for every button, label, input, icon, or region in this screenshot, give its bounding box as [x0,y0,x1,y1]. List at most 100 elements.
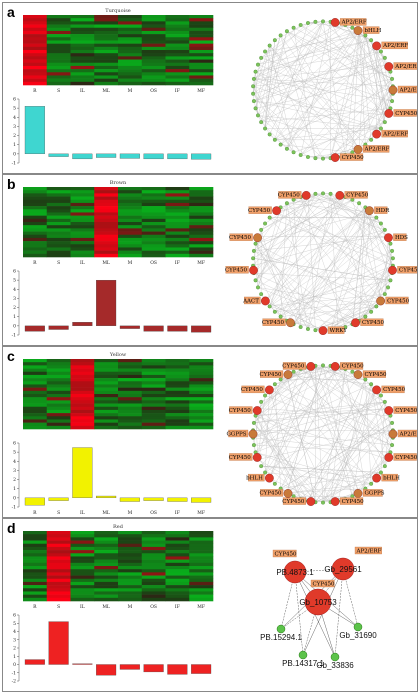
heatmap-cell [189,534,214,538]
heatmap-cell [70,199,95,204]
heatmap-cell [118,374,143,379]
network-edge [253,71,391,87]
network-edge [253,437,391,453]
gene-node [321,500,325,505]
heatmap-cell [141,190,166,194]
node-tag-bg [374,206,388,214]
y-tick-label: -1 [12,161,17,167]
heatmap-cell [165,403,190,408]
y-tick-label: 5 [13,106,16,112]
hub-gene-label: Gb_31690 [339,631,377,640]
bar-ML [96,495,117,499]
gene-node [321,156,325,161]
hub-node [306,362,316,371]
hub-node [353,145,363,154]
network-edge [315,193,382,224]
network-edge [253,375,360,438]
heatmap-cell [141,43,166,48]
heatmap-cell [141,585,166,589]
heatmap-cell [94,53,119,57]
hub-node [286,318,295,328]
y-tick-label: -2 [12,679,17,685]
heatmap-cell [118,559,143,564]
heatmap-cell [165,222,190,226]
heatmap-cell [165,540,190,545]
gene-node [272,481,277,486]
network-edge [252,365,324,438]
network-edge [286,203,309,330]
heatmap-cell [23,543,48,548]
heatmap-cell [141,531,166,535]
node-tag: CYP450 [395,455,417,461]
heatmap-cell [189,59,214,64]
heatmap-cell [46,374,71,379]
heatmap-cell [165,59,190,64]
heatmap-cell [141,546,166,551]
heatmap-cell [189,18,214,22]
hub-node [252,406,262,415]
bar-MF [191,497,212,503]
heatmap-cell [165,65,190,70]
gene-node [251,99,256,104]
gene-node [390,99,395,104]
node-tag-bg [362,370,386,378]
y-tick-label: 1 [13,486,16,492]
heatmap-cell [118,50,143,54]
heatmap-cell [165,75,190,79]
network-edge [380,401,385,473]
heatmap-cell [23,56,48,60]
y-tick-label: 4 [13,115,16,121]
heatmap-cell [46,381,71,385]
heatmap-cell [23,225,48,229]
heatmap-cell [141,403,166,408]
heatmap-cell [46,562,71,567]
heatmap-cell [46,566,71,570]
heatmap-cell [141,21,166,25]
heatmap-cell [165,209,190,213]
heatmap-cell [189,594,214,599]
bar-IF [167,664,188,675]
heatmap-cell [141,390,166,395]
heatmap-cell [23,365,48,369]
network-edge [261,229,288,321]
network-edge [255,243,331,331]
heatmap-cell [141,225,166,229]
heatmap-cell [46,572,71,576]
network-edge [261,193,324,230]
heatmap-cell [23,362,48,366]
network-edge [315,365,324,503]
bar-M [119,325,140,329]
heatmap-cell [94,202,119,207]
node-tag: AP2/ERF [356,548,382,554]
heatmap-cell [118,406,143,411]
heatmap-cell [118,81,143,86]
heatmap-cell [94,193,119,197]
heatmap-cell [23,371,48,376]
heatmap-cell [118,27,143,32]
heatmap-cell [94,212,119,216]
hub-node [276,624,286,634]
heatmap-cell [189,34,214,38]
hub-node [353,489,363,498]
heatmap-cell [70,387,95,392]
node-tag-bg [282,362,306,370]
heatmap-cell [189,546,214,551]
heatmap-cell [46,581,71,586]
heatmap-cell [70,553,95,557]
heatmap-cell [46,244,71,248]
network-edge [261,57,393,102]
gene-node [256,62,260,67]
heatmap-cell [141,413,166,417]
network-edge [253,422,324,503]
heatmap-cell [46,406,71,411]
gene-node [388,241,393,246]
gene-node [378,393,383,398]
gene-node [350,369,355,374]
heatmap-cell [118,581,143,586]
heatmap-cell [23,537,48,541]
heatmap-cell [189,384,214,388]
network-edge [255,22,309,72]
network-edge [257,395,266,460]
hub-node [384,62,394,71]
heatmap-cell [23,215,48,220]
